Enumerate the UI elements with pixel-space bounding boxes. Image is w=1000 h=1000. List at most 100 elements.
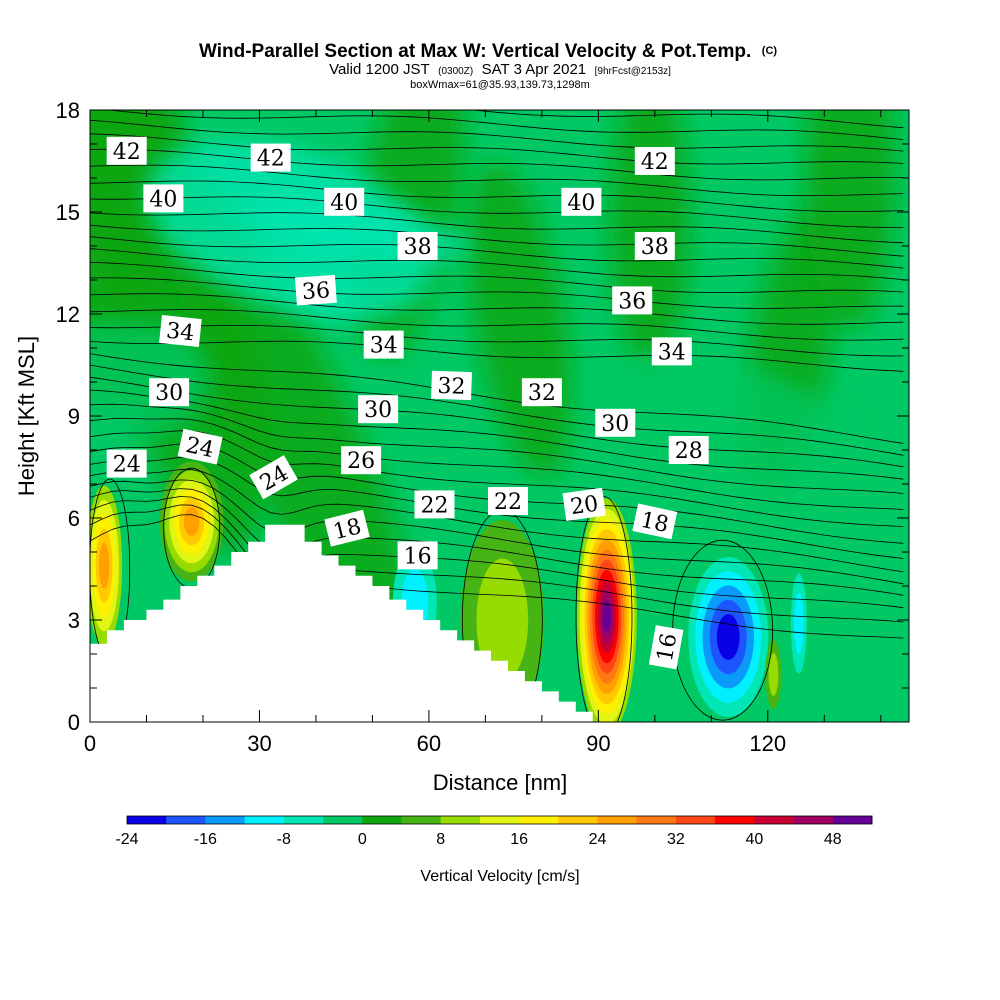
velocity-region (805, 110, 895, 330)
colorbar-swatch (832, 816, 873, 824)
theta-label-text: 40 (567, 191, 595, 216)
theta-label-box (159, 314, 202, 348)
x-tick-label: 90 (586, 731, 610, 756)
y-tick-label: 0 (68, 710, 80, 735)
theta-label: 26 (341, 446, 382, 475)
theta-label: 36 (294, 274, 337, 306)
theta-label: 16 (648, 625, 684, 670)
theta-label: 30 (358, 395, 399, 424)
theta-label-box (431, 370, 472, 401)
theta-label-text: 42 (257, 147, 285, 172)
theta-label-box (294, 274, 337, 306)
subtitle-utc: (0300Z) (438, 66, 473, 77)
colorbar-swatch (440, 816, 481, 824)
colorbar-swatch (675, 816, 716, 824)
colorbar-label: 48 (824, 831, 842, 848)
colorbar-swatch (479, 816, 520, 824)
y-tick-label: 3 (68, 608, 80, 633)
theta-contour (575, 496, 633, 722)
theta-label-text: 22 (421, 493, 449, 518)
theta-label-box (612, 286, 653, 315)
theta-label-text: 40 (149, 187, 177, 212)
svg-text:Valid 1200 JST (0300Z): Valid 1200 JST (0300Z) SAT 3 Apr 2021 [9… (329, 61, 671, 78)
theta-label-box (562, 487, 606, 522)
theta-label-text: 28 (675, 439, 703, 464)
theta-label-box (521, 378, 562, 407)
theta-label-box (250, 143, 291, 172)
theta-label-box (177, 428, 223, 465)
box-wmax-info: boxWmax=61@35.93,139.73,1298m (410, 79, 590, 91)
theta-label: 34 (159, 314, 202, 348)
theta-contour (90, 293, 904, 325)
colorbar-swatch (205, 816, 246, 824)
theta-label-text: 36 (618, 289, 646, 314)
theta-label-text: 42 (113, 140, 141, 165)
theta-contour (90, 430, 904, 527)
theta-label-text: 36 (301, 278, 331, 305)
y-tick-label: 15 (56, 200, 80, 225)
theta-label: 24 (177, 428, 223, 465)
theta-label-box (397, 541, 438, 570)
theta-contour (90, 119, 904, 152)
theta-label: 38 (397, 232, 438, 260)
velocity-core (98, 542, 110, 589)
theta-label-text: 20 (569, 492, 600, 521)
colorbar-swatch (597, 816, 638, 824)
theta-label: 32 (521, 378, 562, 407)
theta-label-box (143, 184, 184, 213)
theta-label: 36 (612, 286, 653, 315)
x-tick-label: 0 (84, 731, 96, 756)
theta-label-text: 22 (494, 490, 522, 515)
colorbar-label: -8 (277, 831, 291, 848)
velocity-core (793, 592, 804, 655)
theta-contour (90, 417, 904, 510)
theta-contour (90, 376, 904, 468)
theta-label-box (414, 490, 455, 519)
theta-label-box (106, 449, 147, 478)
theta-label: 30 (149, 378, 190, 407)
theta-label-box (324, 187, 365, 216)
velocity-core (183, 506, 200, 536)
theta-contour (90, 325, 904, 357)
theta-label-text: 30 (155, 381, 183, 406)
theta-contour (90, 224, 904, 257)
theta-contour (90, 340, 904, 372)
colorbar-label: -24 (115, 831, 138, 848)
chart-subtitle: Valid 1200 JST (0300Z) SAT 3 Apr 2021 [9… (329, 61, 671, 78)
chart-title: Wind-Parallel Section at Max W: Vertical… (199, 41, 777, 62)
colorbar: -24 -16 -8 0 8 16 24 32 40 48 (115, 815, 873, 848)
terrain-mask (90, 524, 593, 722)
theta-label-box (668, 436, 709, 464)
theta-label: 42 (250, 143, 291, 172)
colorbar-swatch (754, 816, 794, 824)
theta-label: 16 (397, 541, 438, 570)
theta-label-box (651, 337, 692, 366)
colorbar-swatch (793, 816, 834, 824)
colorbar-label: 32 (667, 831, 685, 848)
velocity-region (583, 353, 857, 507)
theta-label: 34 (651, 337, 692, 366)
theta-label: 42 (106, 136, 147, 165)
colorbar-swatch (244, 816, 285, 824)
colorbar-label: 24 (589, 831, 607, 848)
theta-label-box (488, 487, 528, 515)
y-tick-label: 6 (68, 506, 80, 531)
subtitle-forecast: [9hrFcst@2153z] (595, 66, 672, 77)
theta-label-text: 30 (601, 412, 629, 437)
theta-label-box (363, 330, 404, 359)
theta-contour (90, 496, 904, 609)
theta-contour (90, 309, 904, 341)
theta-contour (90, 277, 904, 309)
svg-text:Wind-Parallel Section at Max W: Wind-Parallel Section at Max W: Vertical… (199, 41, 777, 62)
theta-contour (104, 110, 904, 140)
theta-label-text: 24 (113, 453, 141, 478)
theta-label-text: 34 (165, 319, 195, 347)
colorbar-label: -16 (194, 831, 217, 848)
theta-contour (90, 164, 904, 197)
theta-contour (90, 403, 904, 494)
y-tick-label: 18 (56, 98, 80, 123)
theta-label-text: 18 (638, 508, 671, 538)
theta-label-text: 38 (404, 235, 432, 260)
theta-label: 40 (143, 184, 184, 213)
